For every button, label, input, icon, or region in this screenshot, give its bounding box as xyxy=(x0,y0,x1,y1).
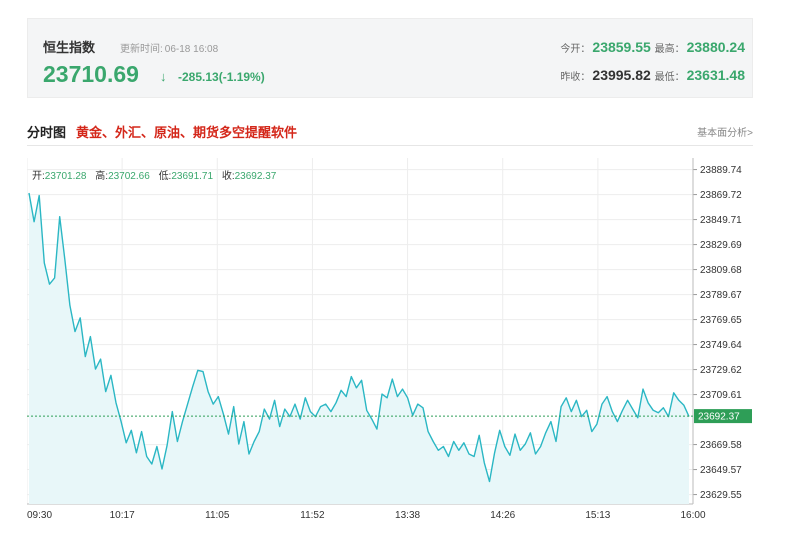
price-change: -285.13(-1.19%) xyxy=(178,70,265,84)
ohlc-close-label: 收: xyxy=(221,171,235,182)
open-value: 23859.55 xyxy=(592,39,651,55)
x-tick-label: 14:26 xyxy=(490,510,515,521)
fundamental-analysis-link[interactable]: 基本面分析> xyxy=(697,128,753,139)
ohlc-high-label: 高: xyxy=(95,171,109,182)
divider xyxy=(27,145,753,146)
section-title: 分时图 xyxy=(27,125,67,140)
y-tick-label: 23769.65 xyxy=(700,315,742,326)
ohlc-low-label: 低: xyxy=(158,171,172,182)
ohlc-open-value: 23701.28 xyxy=(44,171,87,182)
current-price-badge xyxy=(694,409,752,424)
current-price: 23710.69 xyxy=(43,61,139,87)
intraday-chart-svg: 23889.74 23869.72 23849.71 23829.69 23809.68… xyxy=(27,158,752,521)
y-tick-label: 23729.62 xyxy=(700,365,742,376)
open-label: 今开： xyxy=(560,44,591,55)
y-tick-label: 23789.67 xyxy=(700,290,742,301)
alert-software-link[interactable]: 黄金、外汇、原油、期货多空提醒软件 xyxy=(76,125,298,140)
prev-close-value: 23995.82 xyxy=(592,67,651,83)
y-tick-label: 23809.68 xyxy=(700,265,742,276)
x-tick-label: 13:38 xyxy=(395,510,420,521)
price-area xyxy=(29,193,689,504)
y-tick-label: 23829.69 xyxy=(700,240,742,251)
stats-row-open-high: 今开： 23859.55 最高： 23880.24 xyxy=(560,39,746,55)
high-label: 最高： xyxy=(654,44,685,55)
ohlc-high-value: 23702.66 xyxy=(108,171,150,182)
update-time-label: 更新时间: xyxy=(120,44,163,55)
y-tick-label: 23869.72 xyxy=(700,190,742,201)
y-tick-label: 23629.55 xyxy=(700,490,742,501)
low-label: 最低： xyxy=(654,72,685,83)
x-tick-label: 10:17 xyxy=(110,510,135,521)
y-tick-label: 23709.61 xyxy=(700,390,742,401)
ohlc-open-label: 开: xyxy=(32,171,45,182)
y-tick-label: 23889.74 xyxy=(700,165,742,176)
low-value: 23631.48 xyxy=(686,67,745,83)
x-tick-label: 11:52 xyxy=(300,510,325,521)
index-name: 恒生指数 xyxy=(43,40,96,55)
quote-panel: 恒生指数 更新时间: 06-18 16:08 23710.69 ↓ -285.13… xyxy=(27,18,753,98)
high-value: 23880.24 xyxy=(686,39,745,55)
ohlc-low-value: 23691.71 xyxy=(171,171,214,182)
intraday-chart[interactable]: 23889.74 23869.72 23849.71 23829.69 23809.68… xyxy=(27,158,753,528)
y-tick-label: 23669.58 xyxy=(700,440,742,451)
y-tick-label: 23749.64 xyxy=(700,340,742,351)
x-tick-label: 15:13 xyxy=(585,510,610,521)
down-arrow-icon: ↓ xyxy=(160,69,167,84)
stats-row-prev-low: 昨收： 23995.82 最低： 23631.48 xyxy=(560,67,746,83)
y-tick-label: 23849.71 xyxy=(700,215,742,226)
prev-close-label: 昨收： xyxy=(560,72,591,83)
price-line xyxy=(28,192,690,483)
update-time: 更新时间: 06-18 16:08 xyxy=(118,40,218,55)
y-tick-label: 23649.57 xyxy=(700,465,742,476)
current-price-badge-label: 23692.37 xyxy=(698,412,740,423)
ohlc-readout: 开:23701.28 高:23702.66 低:23691.71 收:23692… xyxy=(32,167,282,182)
x-tick-label: 09:30 xyxy=(27,510,52,521)
x-tick-label: 16:00 xyxy=(680,510,705,521)
update-time-value: 06-18 16:08 xyxy=(164,44,219,55)
ohlc-close-value: 23692.37 xyxy=(234,171,277,182)
x-tick-label: 11:05 xyxy=(205,510,230,521)
